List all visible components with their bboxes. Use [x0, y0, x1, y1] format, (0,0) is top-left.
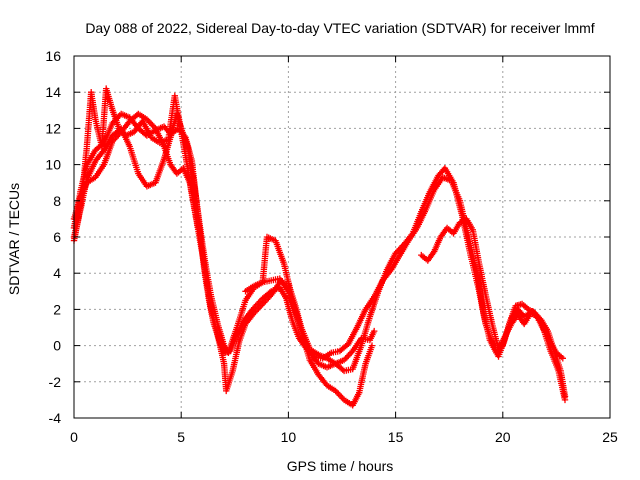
x-tick-label: 25	[602, 429, 618, 445]
y-tick-label: 2	[53, 301, 61, 317]
y-tick-label: 14	[45, 84, 61, 100]
series-arc-f	[418, 215, 566, 362]
x-axis-label: GPS time / hours	[287, 458, 394, 474]
series-markers	[70, 110, 569, 404]
series-arc-b	[70, 110, 569, 404]
y-tick-label: 0	[53, 338, 61, 354]
x-tick-label: 20	[495, 429, 511, 445]
x-tick-label: 5	[177, 429, 185, 445]
y-tick-label: 16	[45, 48, 61, 64]
y-tick-label: 8	[53, 193, 61, 209]
y-tick-label: -2	[49, 374, 62, 390]
x-tick-label: 0	[70, 429, 78, 445]
x-tick-label: 10	[281, 429, 297, 445]
y-tick-label: 10	[45, 157, 61, 173]
x-tick-labels: 0 5 10 15 20 25	[70, 429, 618, 445]
series-markers	[242, 233, 376, 409]
data-series	[70, 85, 569, 409]
series-arc-e	[242, 233, 376, 409]
chart-title: Day 088 of 2022, Sidereal Day-to-day VTE…	[85, 20, 594, 36]
y-tick-label: -4	[49, 410, 62, 426]
y-tick-label: 6	[53, 229, 61, 245]
series-markers	[418, 215, 566, 362]
x-tick-label: 15	[388, 429, 404, 445]
axis-ticks	[73, 55, 611, 419]
y-axis-label: SDTVAR / TECUs	[6, 183, 22, 295]
y-tick-label: 12	[45, 120, 61, 136]
y-tick-label: 4	[53, 265, 61, 281]
y-tick-labels: -4 -2 0 2 4 6 8 10 12 14 16	[45, 48, 61, 426]
